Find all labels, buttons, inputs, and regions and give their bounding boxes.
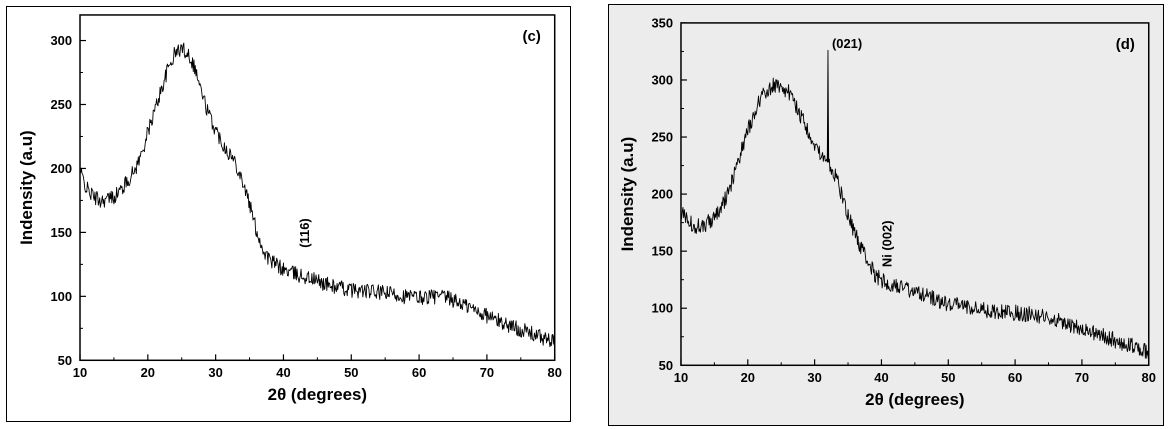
y-tick-label: 100	[50, 289, 72, 304]
y-tick-label: 300	[651, 72, 673, 87]
x-tick-label: 50	[941, 370, 955, 385]
xrd-chart-c: 10 20 30 40 50 60 70 80 50 100 150 200 250 300 2θ (deg…	[7, 7, 570, 421]
plot-frame	[681, 23, 1149, 365]
y-tick-label: 50	[58, 353, 72, 368]
xrd-panel-c: 10 20 30 40 50 60 70 80 50 100 150 200 250 300 2θ (deg…	[6, 6, 571, 422]
y-tick-label: 50	[659, 358, 673, 373]
y-axis-title: Indensity (a.u)	[17, 130, 36, 245]
x-tick-label: 10	[674, 370, 688, 385]
y-tick-label: 300	[50, 33, 72, 48]
y-tick-label: 150	[50, 225, 72, 240]
y-tick-label: 250	[50, 97, 72, 112]
x-tick-label: 50	[344, 365, 358, 380]
y-tick-label: 100	[651, 301, 673, 316]
x-tick-label: 70	[480, 365, 494, 380]
y-tick-label: 350	[651, 15, 673, 30]
xrd-panel-d: 10 20 30 40 50 60 70 80 50 100 150 200 250 300 350 2θ (…	[608, 4, 1164, 426]
y-tick-label: 150	[651, 244, 673, 259]
x-tick-label: 40	[874, 370, 888, 385]
x-tick-label: 70	[1075, 370, 1089, 385]
x-tick-label: 10	[73, 365, 87, 380]
series-line	[80, 43, 555, 347]
plot-frame	[80, 15, 555, 360]
x-tick-label: 30	[807, 370, 821, 385]
x-tick-label: 80	[548, 365, 562, 380]
peak-annotation: (021)	[832, 36, 862, 51]
peak-annotation: (116)	[297, 218, 312, 247]
x-tick-label: 30	[208, 365, 222, 380]
panel-label: (d)	[1116, 36, 1135, 53]
y-tick-label: 250	[651, 130, 673, 145]
x-tick-label: 80	[1142, 370, 1156, 385]
xrd-chart-d: 10 20 30 40 50 60 70 80 50 100 150 200 250 300 350 2θ (…	[609, 5, 1163, 425]
x-tick-label: 20	[141, 365, 155, 380]
y-tick-label: 200	[651, 187, 673, 202]
x-axis-title: 2θ (degrees)	[268, 385, 367, 404]
x-tick-label: 40	[276, 365, 290, 380]
series-line	[681, 50, 1149, 358]
x-tick-label: 60	[412, 365, 426, 380]
peak-annotation: Ni (002)	[879, 220, 894, 267]
y-tick-label: 200	[50, 161, 72, 176]
x-tick-label: 20	[741, 370, 755, 385]
x-tick-label: 60	[1008, 370, 1022, 385]
y-axis-title: Indensity (a.u)	[618, 137, 637, 252]
x-axis-title: 2θ (degrees)	[865, 390, 964, 409]
panel-label: (c)	[523, 28, 541, 45]
